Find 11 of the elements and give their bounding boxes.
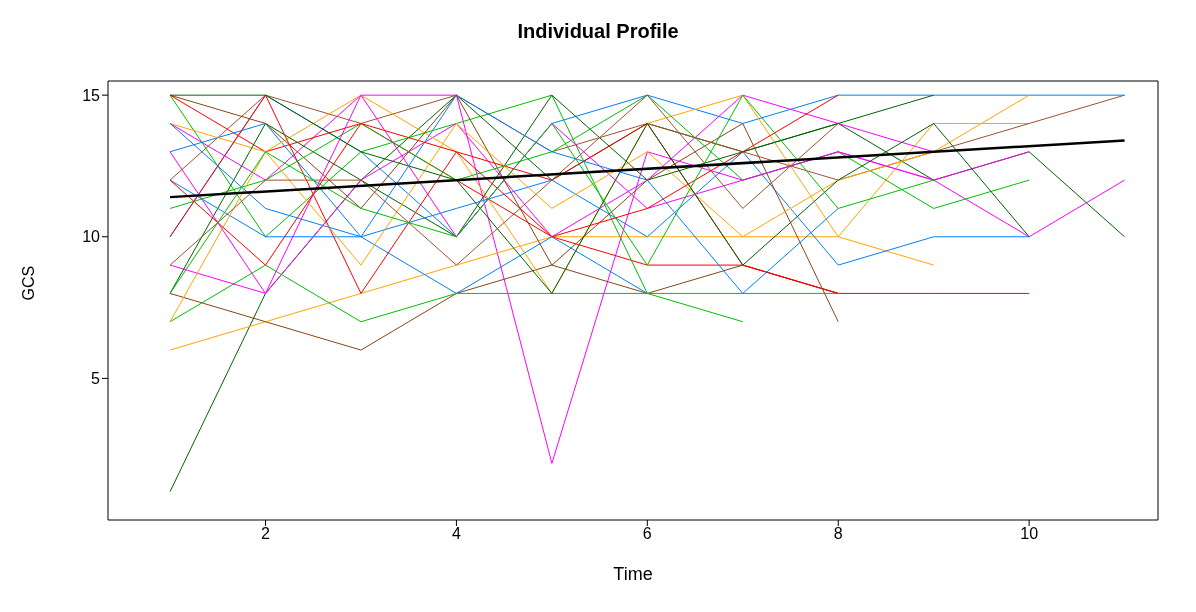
y-tick-label: 5 bbox=[91, 370, 101, 388]
x-axis-title: Time bbox=[613, 564, 653, 584]
x-tick-label: 4 bbox=[451, 525, 461, 543]
y-axis-title: GCS bbox=[19, 265, 37, 301]
x-tick-label: 6 bbox=[642, 525, 652, 543]
x-tick-label: 2 bbox=[261, 525, 271, 543]
x-tick-label: 10 bbox=[1020, 525, 1039, 543]
y-tick-label: 10 bbox=[82, 228, 101, 246]
chart-title: Individual Profile bbox=[516, 20, 680, 44]
y-tick-label: 15 bbox=[82, 86, 101, 104]
x-tick-label: 8 bbox=[833, 525, 843, 543]
